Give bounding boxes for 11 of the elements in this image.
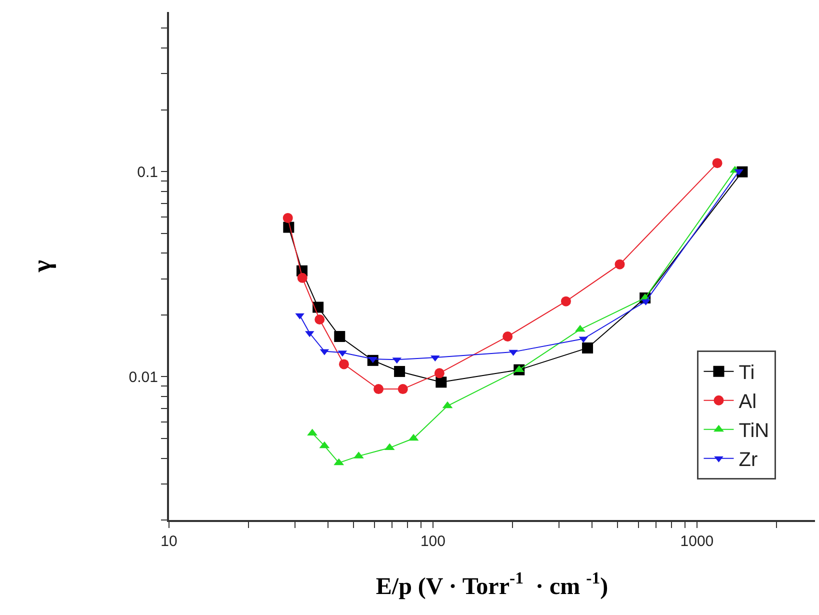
x-tick-label: 1000	[680, 533, 714, 550]
legend-label: Zr	[738, 449, 758, 472]
x-tick-label: 100	[420, 533, 446, 550]
x-axis-title: E/p (V · Torr$^{-1}$ · cm $^{-1}$)	[376, 568, 608, 600]
y-tick-label: 0.1	[137, 164, 158, 181]
legend-label: TiN	[738, 420, 770, 442]
x-tick-label: 10	[160, 533, 178, 550]
legend-label: Al	[738, 391, 757, 414]
legend-label: Ti	[738, 362, 755, 384]
y-tick-label: 0.01	[128, 368, 158, 386]
y-axis-title: γ	[28, 260, 57, 274]
